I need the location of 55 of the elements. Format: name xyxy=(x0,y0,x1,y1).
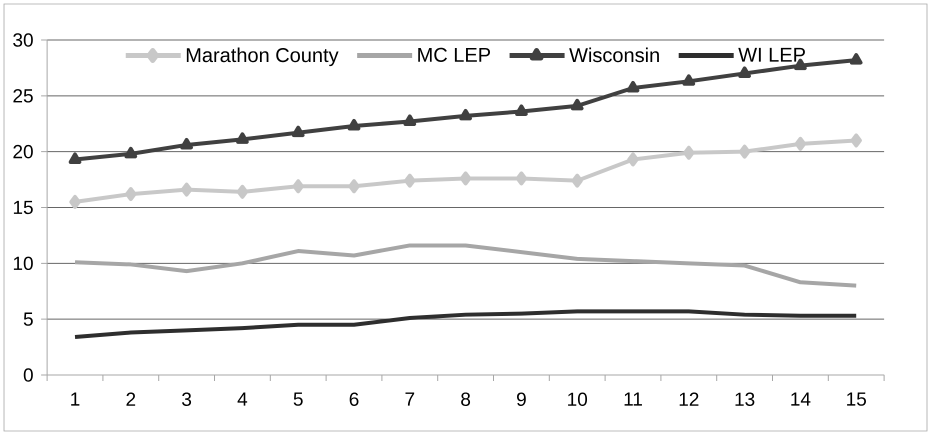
point xyxy=(292,179,304,194)
x-tick-label: 8 xyxy=(461,392,470,406)
x-tick-label: 1 xyxy=(71,392,80,406)
point xyxy=(348,118,360,130)
point xyxy=(236,132,249,144)
x-tick-label: 5 xyxy=(294,392,303,406)
point xyxy=(850,134,862,148)
x-tick-label: 2 xyxy=(126,392,136,406)
y-tick-label: 15 xyxy=(14,200,33,214)
legend-label: MC LEP xyxy=(418,48,490,62)
x-tick-label: 11 xyxy=(624,392,642,406)
legend-label: WI LEP xyxy=(738,48,805,62)
x-tick-label: 13 xyxy=(735,392,754,406)
point xyxy=(125,187,137,202)
point xyxy=(404,174,416,188)
x-tick-label: 9 xyxy=(517,392,526,406)
point xyxy=(627,152,639,166)
point xyxy=(124,146,138,158)
point xyxy=(682,74,696,86)
point xyxy=(69,194,81,209)
x-tick-label: 4 xyxy=(238,392,248,406)
point xyxy=(292,126,305,138)
y-tick-label: 25 xyxy=(13,89,33,103)
y-tick-label: 5 xyxy=(24,312,33,326)
point xyxy=(571,174,583,188)
point xyxy=(738,144,750,159)
y-tick-label: 10 xyxy=(14,256,33,270)
legend-label: Marathon County xyxy=(186,48,339,66)
y-tick-label: 0 xyxy=(24,368,33,382)
point xyxy=(180,138,193,150)
point xyxy=(348,179,360,194)
x-tick-label: 14 xyxy=(791,392,810,406)
point xyxy=(236,184,248,199)
point xyxy=(459,108,472,120)
point xyxy=(683,146,695,160)
y-tick-label: 30 xyxy=(13,33,33,47)
point xyxy=(180,182,192,197)
x-tick-label: 12 xyxy=(680,392,698,406)
x-tick-label: 6 xyxy=(350,392,358,406)
y-tick-label: 20 xyxy=(13,144,33,158)
point xyxy=(626,81,640,92)
x-tick-label: 10 xyxy=(568,392,588,406)
point xyxy=(570,98,584,110)
point xyxy=(738,66,751,78)
point xyxy=(794,136,806,151)
x-tick-label: 7 xyxy=(405,392,414,406)
point xyxy=(404,114,416,126)
x-tick-label: 15 xyxy=(847,392,866,406)
point xyxy=(516,171,528,186)
point xyxy=(68,152,82,164)
point xyxy=(850,53,863,65)
legend-label: Wisconsin xyxy=(569,48,659,62)
x-tick-label: 3 xyxy=(182,392,192,406)
point xyxy=(515,104,528,116)
point xyxy=(460,171,472,186)
